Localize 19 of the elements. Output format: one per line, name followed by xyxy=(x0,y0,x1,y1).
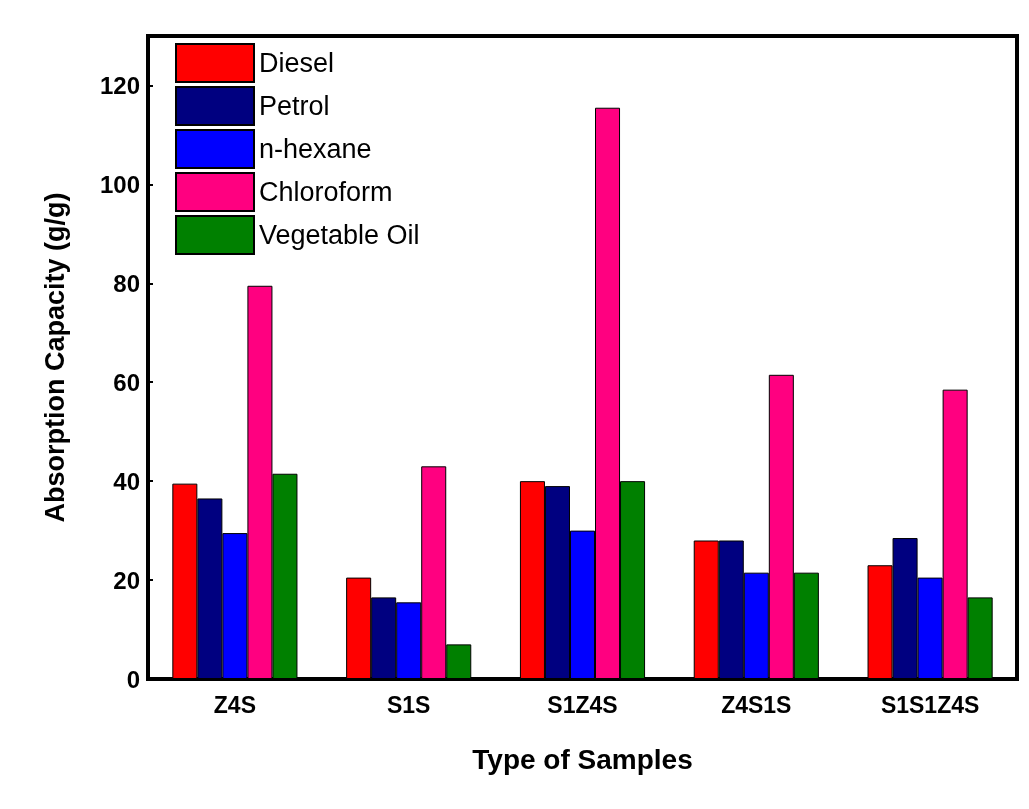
x-tick-label: S1S1Z4S xyxy=(880,691,980,718)
x-tick-label: Z4S1S xyxy=(721,691,792,718)
legend-label: Petrol xyxy=(259,91,330,121)
legend-label: Diesel xyxy=(259,48,335,78)
y-tick-label: 60 xyxy=(113,368,140,396)
y-tick-label: 0 xyxy=(126,665,140,693)
y-tick-label: 80 xyxy=(113,269,140,297)
x-axis-title: Type of Samples xyxy=(472,743,693,775)
legend-label: Chloroform xyxy=(259,177,393,207)
x-tick-label: Z4S xyxy=(213,691,256,718)
y-tick-label: 120 xyxy=(99,71,140,99)
legend-label: Vegetable Oil xyxy=(259,220,420,250)
y-tick-label: 20 xyxy=(113,566,140,594)
y-tick-label: 40 xyxy=(113,467,140,495)
x-tick-label: S1Z4S xyxy=(547,691,618,718)
legend-label: n-hexane xyxy=(259,134,372,164)
y-tick-label: 100 xyxy=(99,170,140,198)
x-tick-label: S1S xyxy=(386,691,431,718)
y-axis-title: Absorption Capacity (g/g) xyxy=(39,192,70,523)
